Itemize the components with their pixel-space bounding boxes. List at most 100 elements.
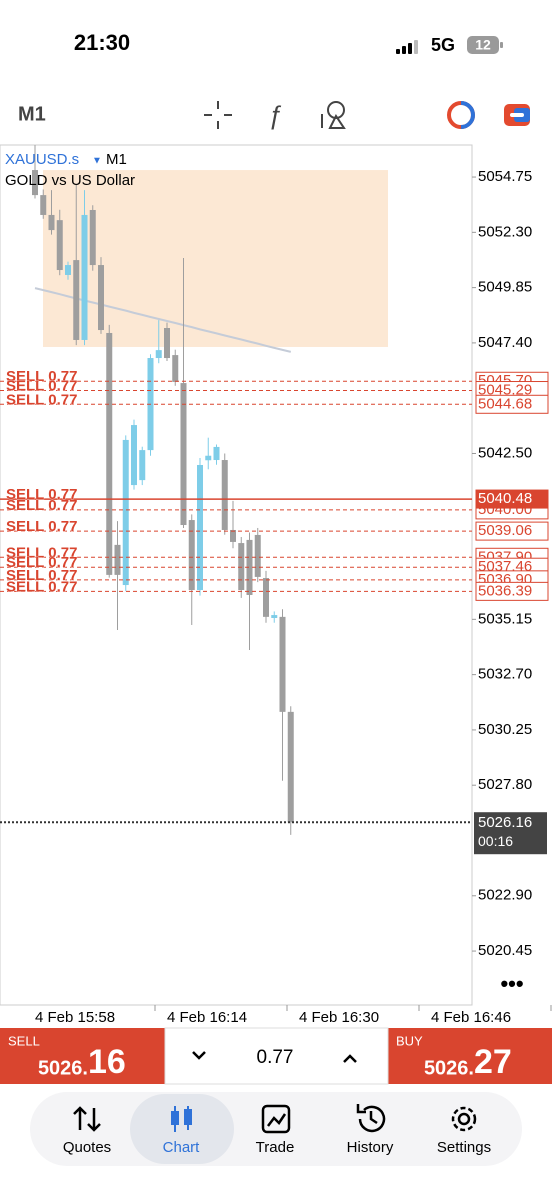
order-label[interactable]: SELL 0.77 — [6, 518, 78, 536]
order-label[interactable]: SELL 0.77 — [6, 554, 78, 572]
candle-body — [180, 383, 187, 526]
candle-body — [65, 265, 71, 275]
volume-down[interactable] — [192, 1051, 206, 1060]
y-tick-label: 5020.45 — [478, 942, 532, 959]
timeframe-button[interactable]: M1 — [18, 103, 46, 125]
candle-body — [40, 195, 47, 215]
objects-button[interactable] — [321, 101, 346, 129]
sell-label: SELL — [8, 1033, 40, 1048]
account-button[interactable] — [504, 104, 530, 126]
nav-item[interactable]: History — [347, 1139, 394, 1156]
order-label[interactable]: SELL 0.77 — [6, 368, 78, 386]
nav-item[interactable]: Quotes — [63, 1139, 111, 1156]
order-price-box — [475, 489, 549, 509]
x-tick-label: 4 Feb 16:14 — [167, 1009, 247, 1026]
nav-item[interactable]: Trade — [256, 1139, 295, 1156]
nav-item[interactable]: Settings — [437, 1139, 491, 1156]
candle-body — [48, 214, 55, 231]
candle-body — [155, 350, 162, 359]
volume: 0.77 — [257, 1047, 294, 1068]
candle-body — [139, 450, 146, 481]
candle-body — [32, 170, 38, 196]
battery-level: 12 — [475, 37, 491, 53]
candle-body — [263, 578, 269, 617]
order-price-box — [475, 394, 549, 414]
sell-button[interactable] — [0, 1028, 165, 1084]
y-tick-label: 5047.40 — [478, 334, 532, 351]
candle-body — [114, 544, 121, 575]
order-price: 5044.68 — [478, 395, 532, 412]
candle-body — [98, 265, 104, 331]
symbol-description: GOLD vs US Dollar — [5, 172, 135, 189]
x-tick-label: 4 Feb 15:58 — [35, 1009, 115, 1026]
candle-body — [56, 220, 63, 271]
candle-body — [172, 355, 179, 382]
battery-tip — [500, 42, 503, 48]
nav-labels: Quotes Chart Trade History Settings — [63, 1139, 491, 1156]
order-label[interactable]: SELL 0.77 — [6, 486, 78, 504]
chart: 5054.75 5052.30 5049.85 5047.40 5042.50 5035.… — [0, 144, 552, 1026]
candle-body — [89, 209, 96, 266]
bar-timer: 00:16 — [478, 833, 513, 849]
order-label[interactable]: SELL 0.77 — [6, 567, 78, 585]
candle-body — [287, 711, 294, 823]
network: 5G — [431, 35, 455, 55]
status-time: 21:30 — [74, 30, 130, 55]
candle-body — [221, 460, 228, 530]
buy-button[interactable] — [388, 1028, 552, 1084]
order-label[interactable]: SELL 0.77 — [6, 578, 78, 596]
candle-body — [122, 439, 129, 586]
candle-body — [131, 425, 137, 486]
more-button[interactable]: ••• — [500, 971, 523, 996]
buy-price-main: 5026. — [424, 1057, 474, 1079]
y-tick-label: 5049.85 — [478, 279, 532, 296]
trade-icon — [261, 1104, 291, 1134]
battery — [467, 36, 499, 54]
settings-icon — [451, 1106, 477, 1132]
nav-item[interactable]: Chart — [163, 1139, 201, 1156]
candle-body — [279, 616, 286, 712]
order-price-box — [475, 521, 549, 541]
y-tick-label: 5054.75 — [478, 168, 532, 185]
signal-icon — [396, 40, 418, 54]
current-price: 5026.16 — [478, 814, 532, 831]
y-tick-label: 5035.15 — [478, 610, 532, 627]
candle-body — [188, 520, 195, 591]
candle-body — [230, 529, 236, 542]
candle-body — [271, 615, 278, 618]
sell-price-big: 16 — [88, 1043, 126, 1081]
y-tick-label: 5022.90 — [478, 887, 532, 904]
candle-body — [254, 534, 261, 577]
x-tick-label: 4 Feb 16:30 — [299, 1009, 379, 1026]
order-label[interactable]: SELL 0.77 — [6, 497, 78, 515]
buy-price-big: 27 — [474, 1043, 512, 1081]
trade-button[interactable] — [447, 101, 475, 129]
candle-body — [238, 543, 245, 591]
crosshair-button[interactable] — [204, 101, 232, 129]
volume-up[interactable] — [343, 1054, 357, 1063]
history-icon — [356, 1104, 386, 1133]
symbol-arrow[interactable]: ▼ — [92, 156, 102, 167]
candle-body — [205, 455, 212, 461]
nav-active — [130, 1094, 234, 1164]
y-tick-label: 5042.50 — [478, 444, 532, 461]
order-price-box — [475, 581, 549, 601]
order-label[interactable]: SELL 0.77 — [6, 377, 78, 395]
y-tick-label: 5052.30 — [478, 223, 532, 240]
sell-price-main: 5026. — [38, 1057, 88, 1079]
chart-timeframe: M1 — [106, 151, 127, 168]
order-price: 5040.48 — [478, 490, 532, 507]
candle-body — [106, 332, 113, 575]
order-price: 5039.06 — [478, 522, 532, 539]
current-price-box — [474, 812, 547, 855]
order-label[interactable]: SELL 0.77 — [6, 544, 78, 562]
indicators-button[interactable]: ƒ — [268, 100, 282, 130]
candle-body — [246, 539, 253, 595]
candle-body — [164, 328, 170, 359]
candle-body — [81, 214, 88, 340]
symbol[interactable]: XAUUSD.s — [5, 151, 79, 168]
y-tick-label: 5030.25 — [478, 721, 532, 738]
order-label[interactable]: SELL 0.77 — [6, 391, 78, 409]
